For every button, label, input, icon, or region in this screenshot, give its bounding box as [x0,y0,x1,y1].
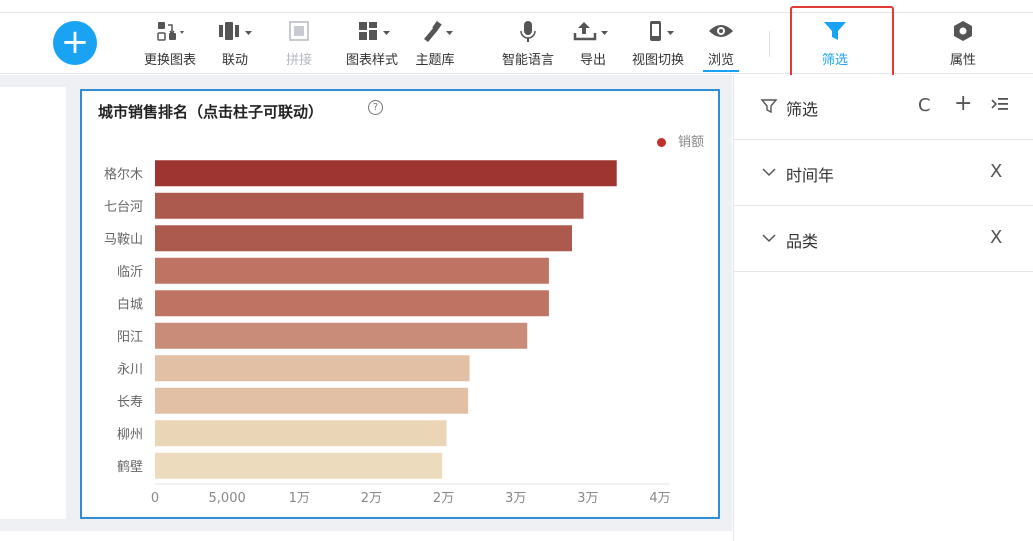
bar[interactable] [155,387,469,414]
view-switch-label: 视图切换 [631,53,684,68]
filter-button[interactable]: 筛选 [812,19,858,71]
linkage-label: 联动 [221,53,248,68]
preview-label: 浏览 [703,49,739,72]
y-tick-label: 七台河 [104,200,143,215]
microphone-icon [496,19,560,45]
filter-category-label: 品类 [786,232,819,251]
chevron-down-icon [760,163,778,181]
link-icon [213,19,257,45]
filter-item-category[interactable]: 品类 X [734,207,1033,272]
chart-style-icon [338,19,406,45]
change-chart-button[interactable]: 更换图表 [139,19,201,71]
bar[interactable] [155,355,470,382]
left-widget-panel [0,87,66,519]
filter-panel: 筛选 C + 时间年 X 品类 X [733,75,1033,541]
x-tick-label: 2万 [361,491,382,506]
x-tick-label: 2万 [433,491,454,506]
properties-button[interactable]: 属性 [940,19,986,71]
y-tick-label: 格尔木 [104,166,143,182]
x-tick-label: 3万 [505,491,526,506]
stitch-button[interactable]: 拼接 [282,19,316,71]
help-icon[interactable]: ? [368,100,383,115]
funnel-icon [812,19,858,45]
theme-brush-icon [410,19,460,45]
remove-category-filter-icon[interactable]: X [990,227,1003,248]
export-button[interactable]: 导出 [570,19,616,71]
refresh-icon[interactable]: C [918,95,931,116]
bar[interactable] [155,322,528,349]
bar[interactable] [155,192,584,219]
hex-settings-icon [940,19,986,45]
y-tick-label: 阳江 [117,330,143,345]
view-switch-button[interactable]: 视图切换 [626,19,690,71]
phone-view-icon [626,19,690,45]
toolbar: + 更换图表 联动 拼接 图表样式 主题库 [0,12,1033,74]
filter-item-year[interactable]: 时间年 X [734,141,1033,206]
export-label: 导出 [579,53,606,68]
y-tick-label: 鹤壁 [117,459,143,475]
y-tick-label: 柳州 [117,427,143,442]
y-tick-label: 临沂 [117,265,143,280]
x-tick-label: 1万 [289,491,310,506]
y-tick-label: 马鞍山 [104,231,143,247]
filter-label: 筛选 [821,53,848,68]
funnel-outline-icon [760,97,778,115]
legend-label: 销额 [677,135,704,150]
x-tick-label: 3万 [577,491,598,506]
stitch-label: 拼接 [285,53,312,68]
toolbar-divider [769,31,770,57]
filter-year-label: 时间年 [786,166,835,185]
filter-panel-title: 筛选 [786,100,819,119]
eye-icon [703,19,739,45]
properties-label: 属性 [949,53,976,68]
chart-style-button[interactable]: 图表样式 [338,19,406,71]
bar[interactable] [155,225,572,252]
y-tick-label: 白城 [117,296,143,312]
stitch-icon [282,19,316,45]
chevron-down-icon [760,229,778,247]
chart-widget[interactable]: 城市销售排名（点击柱子可联动） ? 销额 格尔木七台河马鞍山临沂白城阳江永川长寿… [80,89,720,519]
theme-library-label: 主题库 [415,53,455,68]
export-icon [570,19,616,45]
bar[interactable] [155,420,447,447]
add-filter-icon[interactable]: + [954,91,973,116]
filter-panel-header: 筛选 C + [734,75,1033,140]
x-tick-label: 0 [151,491,159,506]
widget-title: 城市销售排名（点击柱子可联动） [98,103,324,121]
smart-language-button[interactable]: 智能语言 [496,19,560,71]
bar[interactable] [155,290,549,317]
preview-button[interactable]: 浏览 [703,19,739,72]
remove-year-filter-icon[interactable]: X [990,161,1003,182]
next-widget-strip [0,531,732,541]
legend-dot-icon [656,138,666,147]
chart-style-label: 图表样式 [345,53,398,68]
collapse-list-icon[interactable] [990,95,1010,118]
theme-library-button[interactable]: 主题库 [410,19,460,71]
change-chart-label: 更换图表 [143,53,196,68]
x-tick-label: 4万 [649,491,670,506]
smart-language-label: 智能语言 [501,53,554,68]
y-tick-label: 长寿 [117,395,143,410]
x-tick-label: 5,000 [209,491,246,506]
add-button[interactable]: + [53,21,97,65]
chart-legend[interactable]: 销额 [656,131,704,150]
bar[interactable] [155,160,617,187]
bar[interactable] [155,257,549,284]
y-tick-label: 永川 [117,362,143,377]
linkage-button[interactable]: 联动 [213,19,257,71]
chart-swap-icon [139,19,201,45]
bar[interactable] [155,452,443,479]
